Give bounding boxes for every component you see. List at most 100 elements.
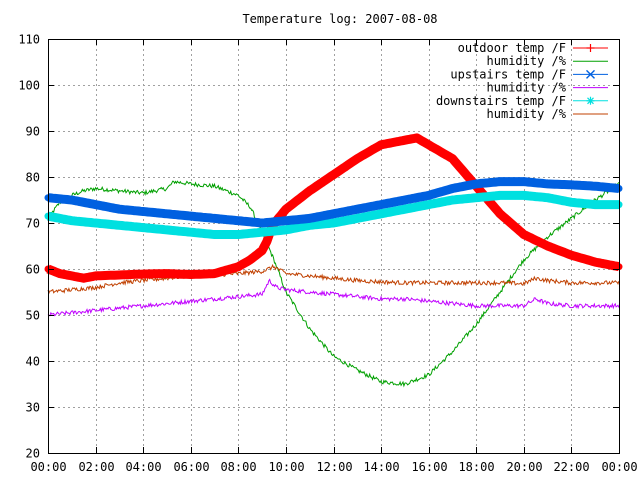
data-point-outdoor-temp-f-0 xyxy=(139,270,147,278)
series-line-humidity-3 xyxy=(47,278,620,317)
data-point-outdoor-temp-f-0 xyxy=(282,205,290,213)
legend-label-humidity-5: humidity /% xyxy=(487,107,567,121)
x-tick-label: 20:00 xyxy=(506,460,542,474)
data-point-outdoor-temp-f-0 xyxy=(496,210,504,218)
data-point-outdoor-temp-f-0 xyxy=(591,258,599,266)
y-tick-label: 30 xyxy=(26,401,40,415)
data-point-outdoor-temp-f-0 xyxy=(306,187,314,195)
data-point-downstairs-temp-f-4 xyxy=(449,196,456,204)
data-point-downstairs-temp-f-4 xyxy=(258,228,266,236)
data-point-outdoor-temp-f-0 xyxy=(115,271,123,279)
legend-label-humidity-1: humidity /% xyxy=(487,54,567,68)
data-point-upstairs-temp-f-2 xyxy=(92,201,100,209)
y-tick-label: 100 xyxy=(18,79,40,93)
x-tick-label: 18:00 xyxy=(458,460,494,474)
data-point-upstairs-temp-f-2 xyxy=(306,214,314,222)
x-tick-label: 04:00 xyxy=(125,460,161,474)
legend-label-humidity-3: humidity /% xyxy=(487,81,567,95)
data-point-downstairs-temp-f-4 xyxy=(234,231,242,238)
data-point-upstairs-temp-f-2 xyxy=(282,217,290,225)
data-point-outdoor-temp-f-0 xyxy=(187,271,195,278)
data-point-downstairs-temp-f-4 xyxy=(591,201,599,209)
data-point-downstairs-temp-f-4 xyxy=(401,205,409,213)
data-point-upstairs-temp-f-2 xyxy=(234,217,242,225)
data-point-downstairs-temp-f-4 xyxy=(163,226,171,234)
x-tick-label: 16:00 xyxy=(411,460,447,474)
data-point-upstairs-temp-f-2 xyxy=(472,180,480,188)
data-point-downstairs-temp-f-4 xyxy=(353,214,361,222)
data-point-outdoor-temp-f-0 xyxy=(401,136,409,144)
x-tick-label: 08:00 xyxy=(220,460,256,474)
y-tick-label: 70 xyxy=(26,217,40,231)
legend-marker-cross xyxy=(586,69,595,79)
x-tick-label: 10:00 xyxy=(268,460,304,474)
y-tick-label: 110 xyxy=(18,33,40,47)
data-point-outdoor-temp-f-0 xyxy=(353,155,361,163)
legend-marker-star xyxy=(586,96,595,105)
y-tick-label: 60 xyxy=(26,263,40,277)
data-point-downstairs-temp-f-4 xyxy=(306,221,314,229)
x-tick-label: 14:00 xyxy=(363,460,399,474)
series-layer xyxy=(44,133,623,388)
data-point-upstairs-temp-f-2 xyxy=(449,185,456,192)
data-point-outdoor-temp-f-0 xyxy=(163,270,171,278)
data-point-outdoor-temp-f-0 xyxy=(80,274,88,282)
data-point-outdoor-temp-f-0 xyxy=(377,141,385,149)
data-point-upstairs-temp-f-2 xyxy=(377,201,385,209)
data-point-outdoor-temp-f-0 xyxy=(211,270,218,278)
data-point-outdoor-temp-f-0 xyxy=(413,134,421,142)
data-point-upstairs-temp-f-2 xyxy=(163,210,171,218)
series-line-humidity-5 xyxy=(47,263,620,295)
x-tick-label: 06:00 xyxy=(173,460,209,474)
legend-label-outdoor-temp-f-0: outdoor temp /F xyxy=(458,41,566,55)
x-tick-label: 00:00 xyxy=(30,460,66,474)
x-tick-label: 00:00 xyxy=(601,460,637,474)
x-tick-label: 02:00 xyxy=(78,460,114,474)
y-axis: 20 30 40 50 60 70 80 90 100 110 xyxy=(18,33,619,461)
data-point-downstairs-temp-f-4 xyxy=(520,191,528,199)
data-point-upstairs-temp-f-2 xyxy=(139,208,147,215)
data-point-upstairs-temp-f-2 xyxy=(591,182,599,190)
chart-title: Temperature log: 2007-08-08 xyxy=(242,12,437,26)
data-point-downstairs-temp-f-4 xyxy=(330,219,337,227)
data-point-upstairs-temp-f-2 xyxy=(187,212,195,220)
data-point-downstairs-temp-f-4 xyxy=(544,194,552,202)
data-point-downstairs-temp-f-4 xyxy=(472,194,480,202)
data-point-downstairs-temp-f-4 xyxy=(139,224,147,232)
data-point-upstairs-temp-f-2 xyxy=(496,178,504,186)
x-axis: 00:00 02:00 04:00 06:00 08:00 10:00 12:00 14:00… xyxy=(30,39,638,474)
data-point-downstairs-temp-f-4 xyxy=(282,226,290,234)
data-point-downstairs-temp-f-4 xyxy=(187,228,195,236)
data-point-outdoor-temp-f-0 xyxy=(567,251,575,259)
data-point-upstairs-temp-f-2 xyxy=(258,219,266,227)
y-tick-label: 80 xyxy=(26,171,40,185)
data-point-outdoor-temp-f-0 xyxy=(92,272,100,280)
data-point-outdoor-temp-f-0 xyxy=(544,242,552,250)
data-point-outdoor-temp-f-0 xyxy=(246,256,254,264)
y-tick-label: 40 xyxy=(26,355,40,369)
legend-label-downstairs-temp-f-4: downstairs temp /F xyxy=(436,94,566,108)
data-point-outdoor-temp-f-0 xyxy=(258,247,266,255)
data-point-upstairs-temp-f-2 xyxy=(68,196,76,204)
data-point-downstairs-temp-f-4 xyxy=(377,210,385,218)
data-point-downstairs-temp-f-4 xyxy=(68,217,76,225)
data-point-upstairs-temp-f-2 xyxy=(115,205,123,213)
y-tick-label: 20 xyxy=(26,447,40,461)
data-point-outdoor-temp-f-0 xyxy=(234,263,242,271)
data-point-upstairs-temp-f-2 xyxy=(520,178,528,186)
data-point-upstairs-temp-f-2 xyxy=(425,191,433,199)
x-tick-label: 22:00 xyxy=(553,460,589,474)
data-point-upstairs-temp-f-2 xyxy=(567,181,575,189)
data-point-outdoor-temp-f-0 xyxy=(330,171,337,179)
data-point-downstairs-temp-f-4 xyxy=(567,198,575,206)
data-point-downstairs-temp-f-4 xyxy=(211,231,218,238)
data-point-outdoor-temp-f-0 xyxy=(263,237,271,245)
data-point-downstairs-temp-f-4 xyxy=(115,221,123,229)
legend-label-upstairs-temp-f-2: upstairs temp /F xyxy=(450,67,566,81)
series-line-humidity-1 xyxy=(47,180,620,388)
data-point-downstairs-temp-f-4 xyxy=(92,219,100,227)
data-point-outdoor-temp-f-0 xyxy=(68,272,76,280)
legend-marker-plus xyxy=(586,44,595,52)
